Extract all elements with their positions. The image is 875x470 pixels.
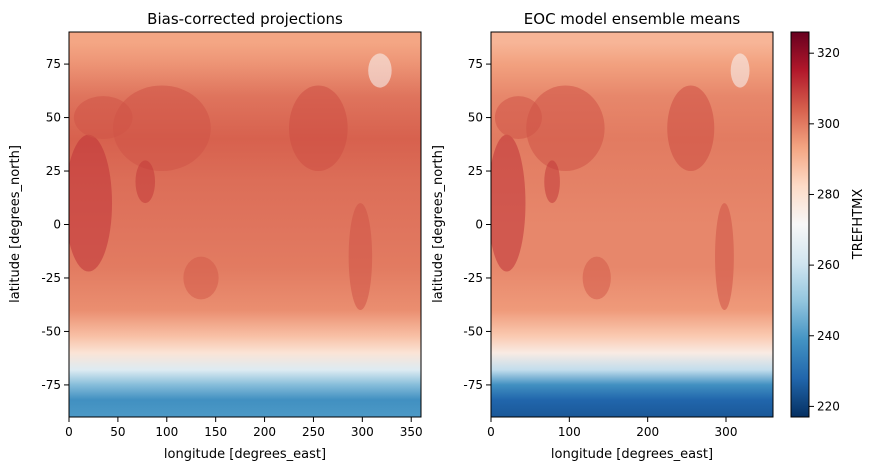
right-land-india	[544, 160, 560, 204]
colorbar-tick-label: 260	[817, 258, 840, 272]
right-y-tick-label: -75	[463, 378, 483, 392]
colorbar-tick-label: 240	[817, 329, 840, 343]
right-x-axis-label: longitude [degrees_east]	[551, 447, 713, 462]
right-land-overlay	[491, 53, 750, 311]
colorbar-ticks: 220 240 260 280 300 320	[809, 46, 840, 413]
right-x-tick-label: 100	[558, 425, 581, 439]
left-land-india	[135, 160, 156, 204]
right-y-tick-label: 75	[468, 57, 483, 71]
colorbar-label: TREFHTMX	[851, 189, 866, 261]
left-land-overlay	[69, 53, 392, 311]
right-x-tick-label: 300	[715, 425, 738, 439]
right-land-greenland	[730, 53, 750, 88]
right-x-axis-ticks: 0 100 200 300	[487, 417, 737, 439]
left-land-south-america	[348, 203, 373, 311]
right-y-tick-label: -50	[463, 324, 483, 338]
left-x-tick-label: 300	[351, 425, 374, 439]
left-y-tick-label: -75	[41, 378, 61, 392]
left-y-tick-label: 75	[46, 57, 61, 71]
left-y-tick-label: -50	[41, 324, 61, 338]
colorbar-gradient	[790, 31, 810, 418]
left-x-tick-label: 250	[302, 425, 325, 439]
colorbar-tick-label: 220	[817, 399, 840, 413]
right-panel: EOC model ensemble means 0 100 200 300 -75-…	[431, 10, 774, 462]
right-y-axis-label: latitude [degrees_north]	[431, 145, 446, 303]
left-x-tick-label: 0	[65, 425, 73, 439]
left-y-tick-label: 50	[46, 111, 61, 125]
left-x-tick-label: 100	[155, 425, 178, 439]
left-x-tick-label: 50	[110, 425, 125, 439]
right-x-tick-label: 0	[487, 425, 495, 439]
colorbar-tick-label: 300	[817, 117, 840, 131]
left-land-north-america	[289, 85, 348, 172]
left-x-tick-label: 350	[400, 425, 423, 439]
left-x-axis-ticks: 0 50 100 150 200 250 300 350	[65, 417, 423, 439]
left-land-africa	[69, 134, 113, 272]
right-land-asia	[526, 85, 605, 172]
right-x-tick-label: 200	[636, 425, 659, 439]
right-land-africa	[491, 134, 526, 272]
right-y-tick-label: 50	[468, 111, 483, 125]
right-y-axis-ticks: -75 -50 -25 0 25 50 75	[463, 57, 491, 392]
right-y-tick-label: -25	[463, 271, 483, 285]
left-x-tick-label: 200	[253, 425, 276, 439]
right-y-tick-label: 25	[468, 164, 483, 178]
colorbar-tick-label: 280	[817, 187, 840, 201]
right-land-south-america	[715, 203, 734, 311]
left-land-greenland	[368, 53, 392, 88]
right-y-tick-label: 0	[475, 218, 483, 232]
left-land-asia	[113, 85, 211, 172]
left-x-axis-label: longitude [degrees_east]	[164, 447, 326, 462]
left-y-axis-label: latitude [degrees_north]	[8, 145, 23, 303]
colorbar: 220 240 260 280 300 320 TREFHTMX	[790, 31, 866, 418]
left-y-tick-label: -25	[41, 271, 61, 285]
right-land-north-america	[667, 85, 715, 172]
colorbar-tick-label: 320	[817, 46, 840, 60]
left-panel: Bias-corrected projections 0 50 100 150 200 2…	[8, 10, 423, 462]
left-chart-title: Bias-corrected projections	[147, 10, 343, 28]
left-y-tick-label: 25	[46, 164, 61, 178]
right-chart-title: EOC model ensemble means	[524, 10, 741, 28]
left-y-tick-label: 0	[53, 218, 61, 232]
left-y-axis-ticks: -75 -50 -25 0 25 50 75	[41, 57, 69, 392]
left-land-australia	[183, 256, 219, 300]
left-x-tick-label: 150	[204, 425, 227, 439]
right-land-australia	[582, 256, 611, 300]
